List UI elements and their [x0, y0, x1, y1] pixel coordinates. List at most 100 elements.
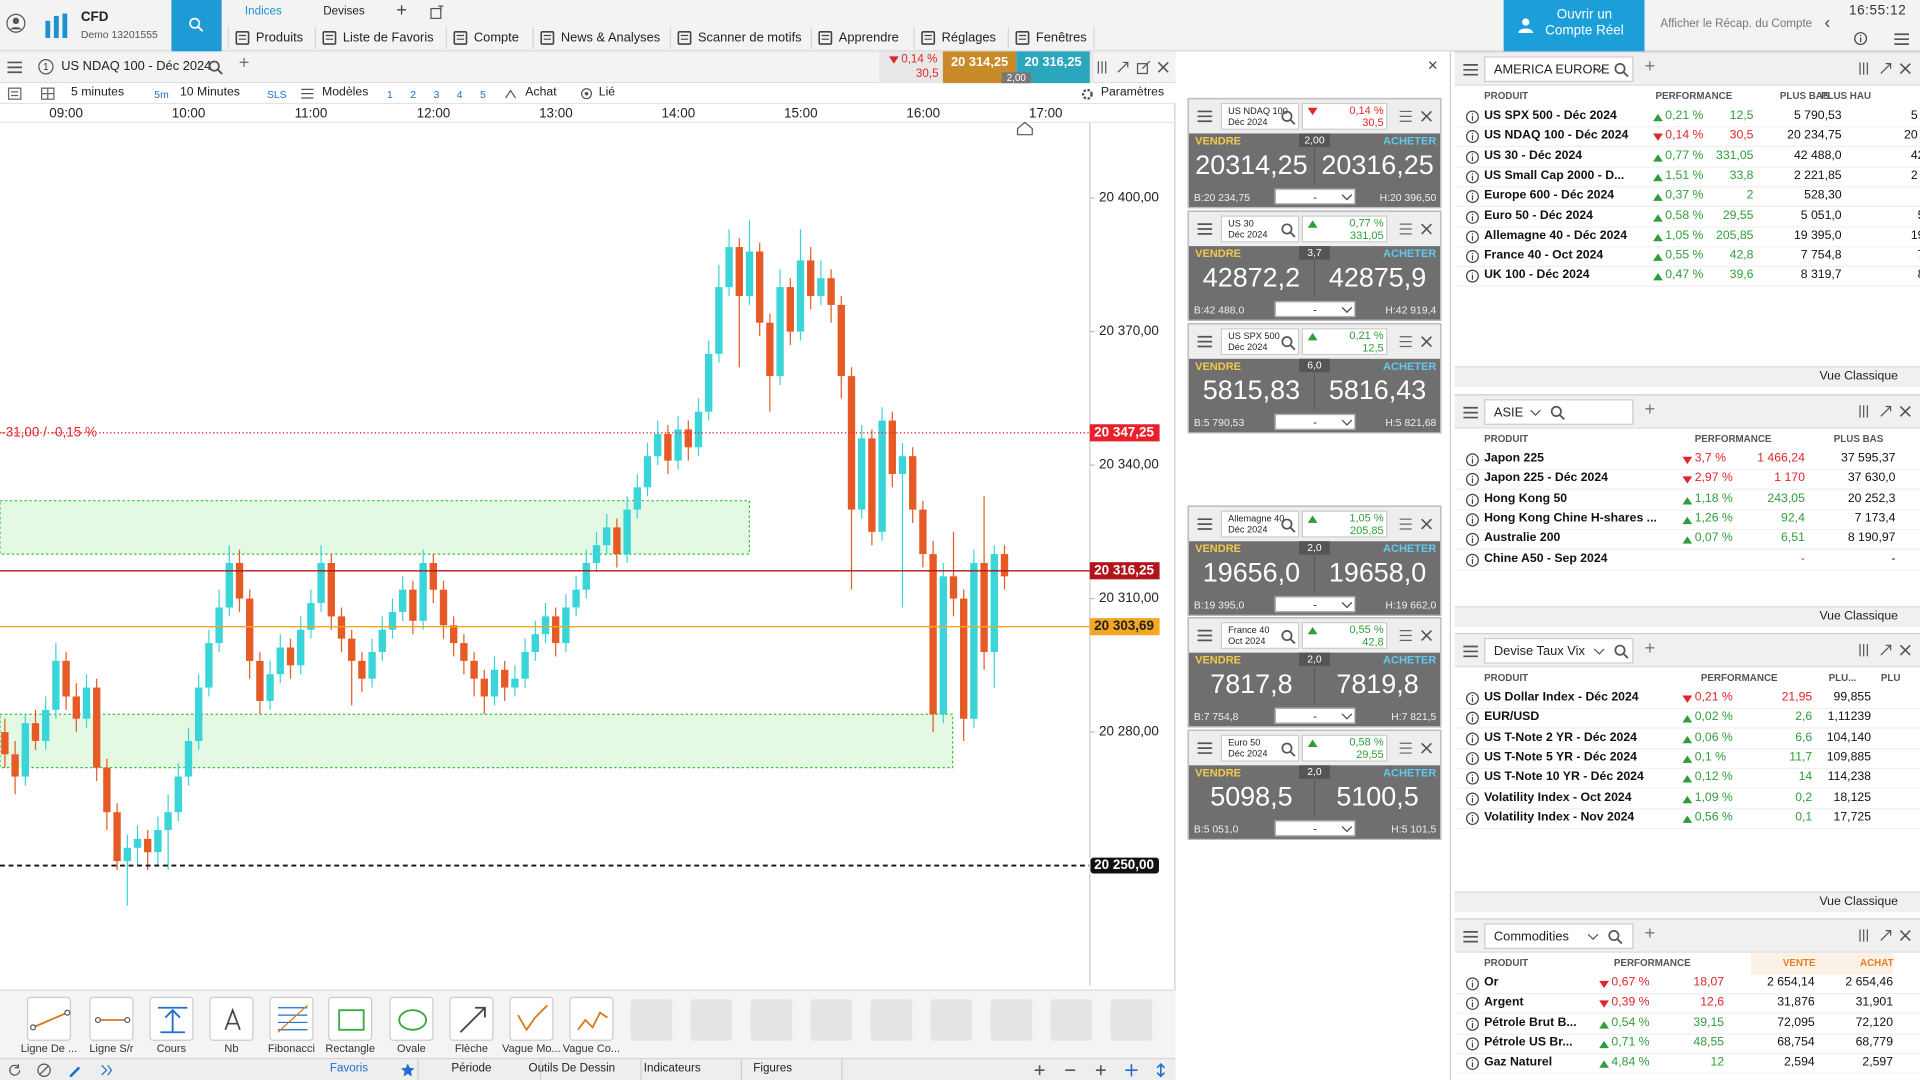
column-header[interactable]: PLUS BAS [1833, 433, 1884, 445]
ticket-instrument[interactable]: France 40 Oct 2024 [1220, 622, 1300, 649]
menu-item-icon[interactable] [677, 31, 693, 46]
chart-control[interactable] [1153, 1062, 1168, 1078]
menu-item[interactable]: Produits [255, 30, 304, 46]
quantity-dropdown[interactable] [1341, 192, 1353, 202]
chart-control[interactable] [1093, 1063, 1108, 1078]
panel-dropdown[interactable] [1593, 65, 1605, 75]
search-icon[interactable] [208, 60, 223, 75]
ticket-quantity[interactable]: - [1274, 301, 1356, 318]
table-row[interactable]: Volatility Index - Nov 2024 0,56 % 0,1 17,7… [1454, 809, 1920, 829]
info-icon[interactable] [1465, 1037, 1479, 1051]
info-icon[interactable] [1465, 811, 1479, 825]
close[interactable] [1156, 60, 1171, 75]
sls[interactable]: SLS [266, 88, 287, 101]
table-row[interactable]: Australie 200 0,07 % 6,51 8 190,97 [1454, 530, 1920, 551]
ticket-close[interactable] [1420, 518, 1432, 530]
templates[interactable]: Modèles [322, 85, 369, 100]
ticket-sell[interactable]: 20314,25 [1195, 149, 1308, 180]
info-icon[interactable] [1465, 210, 1479, 224]
popout[interactable] [1136, 60, 1151, 75]
tab-icon[interactable] [430, 5, 445, 20]
menu-icon[interactable] [1197, 335, 1213, 348]
menu-item-icon[interactable] [235, 31, 251, 46]
ticket-close[interactable] [1420, 223, 1432, 235]
table-row[interactable]: Gaz Naturel 4,84 % 12 2,594 2,597 [1454, 1055, 1920, 1075]
table-row[interactable]: Volatility Index - Oct 2024 1,09 % 0,2 18,1… [1454, 789, 1920, 809]
menu-icon[interactable] [1197, 518, 1213, 530]
menu-item-icon[interactable] [453, 31, 469, 46]
column-header[interactable]: PLU... [1828, 672, 1857, 684]
panel-close[interactable] [1898, 643, 1913, 658]
open-account-button[interactable]: Ouvrir un Compte Réel [1503, 0, 1645, 52]
table-row[interactable]: Hong Kong 50 1,18 % 243,05 20 252,3 [1454, 491, 1920, 511]
table-row[interactable]: Hong Kong Chine H-shares ... 1,26 % 92,4 7 … [1454, 510, 1920, 531]
bottom-tab[interactable]: Outils De Dessin [528, 1061, 616, 1076]
user-icon[interactable] [6, 13, 26, 33]
ticket-sell[interactable]: 7817,8 [1210, 668, 1293, 700]
drawing-tool[interactable] [26, 996, 72, 1041]
table-row[interactable]: Pétrole Brut B... 0,54 % 39,15 72,095 72,120 [1454, 1015, 1920, 1035]
add-chart[interactable]: + [238, 52, 250, 74]
info-icon[interactable] [1465, 692, 1479, 706]
menu-icon[interactable] [1463, 64, 1478, 76]
menu-item-icon[interactable] [921, 31, 937, 46]
ticket-options[interactable] [1399, 334, 1412, 349]
menu-icon[interactable] [1197, 742, 1213, 754]
info-icon[interactable] [1465, 533, 1479, 547]
column-header[interactable]: PERFORMANCE [1613, 957, 1691, 969]
table-row[interactable]: US Dollar Index - Déc 2024 0,21 % 21,95 99,… [1454, 689, 1920, 709]
view-toggle[interactable]: Vue Classique [1819, 609, 1898, 624]
menu-item[interactable]: News & Analyses [560, 30, 661, 46]
pencil-icon[interactable] [67, 1063, 82, 1078]
column-header[interactable]: PRODUIT [1484, 957, 1529, 969]
info-icon[interactable] [1465, 250, 1479, 264]
table-row[interactable]: US Small Cap 2000 - D... 1,51 % 33,8 2 221,… [1454, 168, 1920, 188]
panel-title-box[interactable]: AMERICA EUROPE [1484, 56, 1634, 83]
buy-mode[interactable]: Achat [525, 85, 557, 100]
info-icon[interactable] [1465, 731, 1479, 745]
table-row[interactable]: Euro 50 - Déc 2024 0,58 % 29,55 5 051,05 1 [1454, 208, 1920, 228]
tab[interactable]: Devises [323, 4, 365, 19]
table-row[interactable]: Pétrole US Br... 0,71 % 48,55 68,754 68,779 [1454, 1035, 1920, 1055]
column-header[interactable]: PRODUIT [1484, 433, 1529, 445]
menu-icon[interactable] [1197, 223, 1213, 235]
menu-icon[interactable] [7, 61, 23, 74]
info-icon[interactable] [1465, 977, 1479, 991]
ticket-sell[interactable]: 19656,0 [1202, 557, 1301, 588]
column-header[interactable]: ACHAT [1860, 957, 1894, 969]
collapse[interactable]: ‹ [1824, 12, 1831, 32]
panel-title-box[interactable]: Commodities [1484, 923, 1634, 949]
info-icon[interactable] [1465, 110, 1479, 124]
chart-layout[interactable] [1096, 60, 1111, 75]
table-row[interactable]: US T-Note 5 YR - Déc 2024 0,1 % 11,7 109,88… [1454, 749, 1920, 769]
ticket-instrument[interactable]: US NDAQ 100 Déc 2024 [1220, 102, 1300, 130]
column-header[interactable]: PLUS HAU [1820, 90, 1872, 102]
ticket-close[interactable] [1420, 110, 1432, 122]
table-row[interactable]: US T-Note 2 YR - Déc 2024 0,06 % 6,6 104,14… [1454, 729, 1920, 749]
panel-expand[interactable] [1878, 643, 1893, 658]
table-row[interactable]: Japon 225 3,7 % 1 466,24 37 595,37 [1454, 451, 1920, 471]
column-header[interactable]: PERFORMANCE [1694, 433, 1772, 445]
table-row[interactable]: US T-Note 10 YR - Déc 2024 0,12 % 14 114,23… [1454, 769, 1920, 789]
panel-dropdown[interactable] [1530, 408, 1542, 418]
drawing-tool[interactable] [449, 996, 494, 1041]
ticket-instrument[interactable]: Euro 50 Déc 2024 [1220, 734, 1300, 762]
panel-layout[interactable] [1858, 643, 1873, 658]
ticket-options[interactable] [1399, 628, 1412, 643]
sell-price[interactable]: 20 314,25 [942, 51, 1017, 84]
panel-close[interactable] [1898, 404, 1913, 419]
table-row[interactable]: Argent 0,39 % 12,6 31,876 31,901 [1454, 995, 1920, 1015]
add-panel[interactable]: + [1644, 923, 1656, 945]
bottom-tab[interactable]: Favoris [329, 1061, 369, 1076]
view-toggle[interactable]: Vue Classique [1819, 895, 1898, 909]
search-icon[interactable] [1281, 336, 1296, 351]
table-row[interactable]: US 30 - Déc 2024 0,77 % 331,05 42 488,0 42 9 [1454, 148, 1920, 168]
quantity-dropdown[interactable] [1341, 305, 1353, 315]
info-icon[interactable] [1854, 32, 1868, 46]
quantity-dropdown[interactable] [1341, 711, 1353, 721]
layout-option[interactable]: 5 [480, 88, 486, 101]
magnet-icon[interactable] [98, 1063, 113, 1078]
info-icon[interactable] [1465, 513, 1479, 527]
info-icon[interactable] [1465, 453, 1479, 467]
info-icon[interactable] [1465, 1057, 1479, 1071]
